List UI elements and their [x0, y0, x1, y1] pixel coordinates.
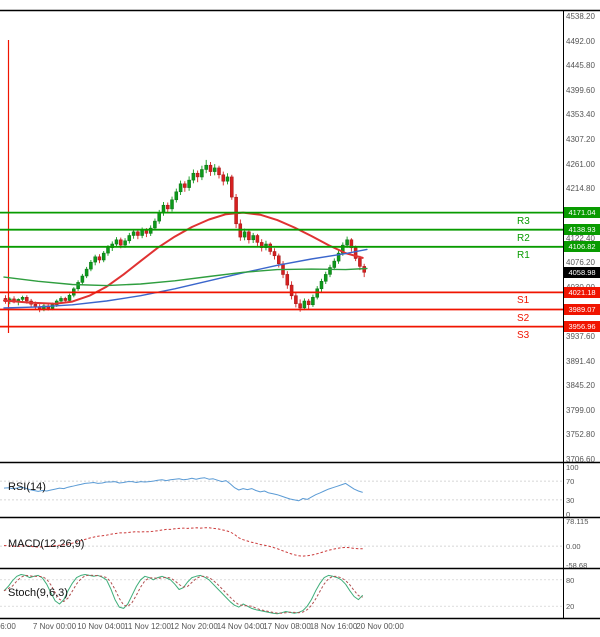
pivot-lines: [0, 211, 563, 328]
macd-panel: [0, 527, 563, 557]
ma-green: [3, 267, 368, 287]
stoch-d: [3, 574, 363, 614]
stoch-k: [3, 574, 364, 615]
rsi-line: [3, 477, 363, 502]
moving-averages: [3, 211, 368, 309]
ma-red: [3, 211, 364, 305]
macd-line: [3, 527, 363, 557]
stoch-panel: [0, 574, 563, 615]
rsi-panel: [0, 477, 563, 502]
frame-lines: [0, 9, 600, 620]
ma-blue: [3, 248, 368, 309]
